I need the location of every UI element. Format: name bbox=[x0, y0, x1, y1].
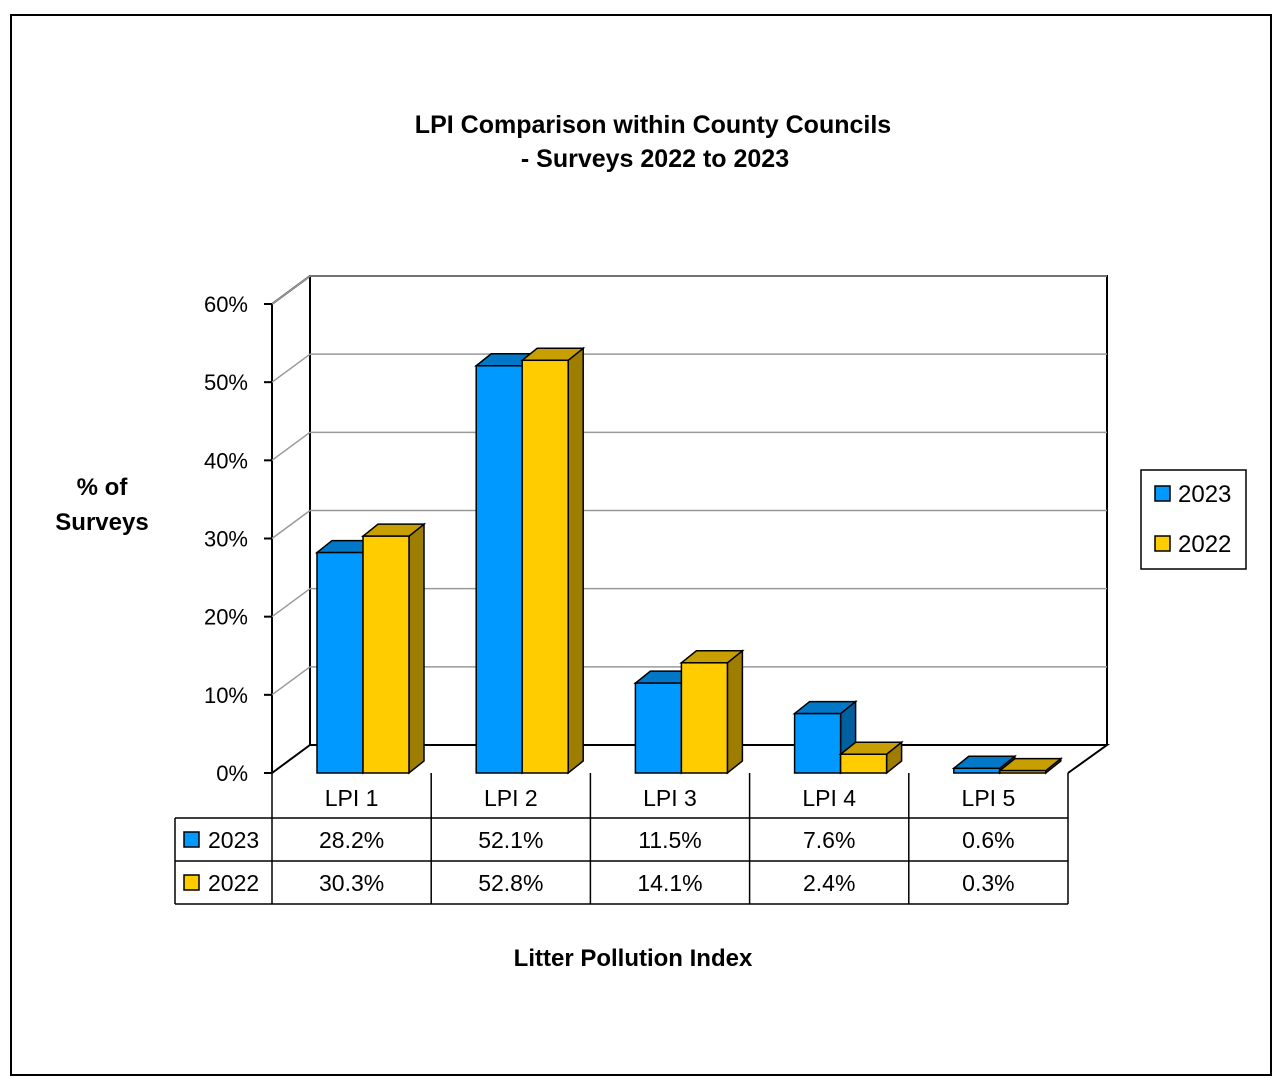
table-series-swatch bbox=[183, 831, 200, 848]
table-value-cell: 52.8% bbox=[478, 870, 543, 896]
y-tick-label: 0% bbox=[216, 761, 248, 786]
table-value-cell: 28.2% bbox=[319, 827, 384, 853]
y-tick-labels: 0% 10% 20% 30% 40% 50% 60% bbox=[204, 292, 272, 786]
table-value-cell: 7.6% bbox=[803, 827, 855, 853]
legend-label: 2023 bbox=[1178, 481, 1231, 508]
chart-frame: 0% 10% 20% 30% 40% 50% 60% LPI 1 LPI 2 LPI 3 LPI … bbox=[10, 14, 1272, 1076]
bar-front bbox=[475, 365, 523, 774]
chart-title-line-2: - Surveys 2022 to 2023 bbox=[521, 145, 789, 173]
y-tick-label: 60% bbox=[204, 292, 248, 317]
bar bbox=[792, 700, 858, 775]
table-value-cell: 0.3% bbox=[962, 870, 1014, 896]
gridline-side bbox=[271, 275, 311, 305]
data-table: LPI 1 LPI 2 LPI 3 LPI 4 LPI 5 2023 28.2% 52.1% 1… bbox=[174, 773, 1069, 905]
y-tick-label: 30% bbox=[204, 527, 248, 552]
y-tick-label: 20% bbox=[204, 605, 248, 630]
bar-side bbox=[567, 346, 584, 775]
table-value-cell: 2.4% bbox=[803, 870, 855, 896]
table-value-cell: 11.5% bbox=[638, 827, 702, 853]
bar-side bbox=[408, 522, 425, 775]
legend-swatch bbox=[1154, 535, 1171, 552]
table-value-cell: 52.1% bbox=[478, 827, 543, 853]
bar-front bbox=[953, 767, 1001, 774]
bars bbox=[314, 346, 1063, 775]
bar bbox=[997, 757, 1063, 775]
table-category-label: LPI 4 bbox=[802, 785, 856, 811]
chart: 0%10%20%30%40%50%60% LPI 1 LPI 2 LPI 3 LPI … bbox=[55, 111, 1247, 972]
table-value-cell: 30.3% bbox=[319, 870, 384, 896]
chart-title-line-1: LPI Comparison within County Councils bbox=[415, 111, 891, 139]
bar bbox=[360, 522, 427, 775]
gridline-side bbox=[271, 431, 311, 461]
y-axis-label-line-2: Surveys bbox=[55, 509, 148, 536]
bar-front bbox=[362, 535, 410, 774]
table-value-cell: 0.6% bbox=[962, 827, 1014, 853]
table-series-name: 2022 bbox=[208, 870, 259, 896]
legend-swatch bbox=[1154, 485, 1171, 502]
x-axis-label: Litter Pollution Index bbox=[514, 945, 753, 972]
y-tick-label: 40% bbox=[204, 448, 248, 473]
bar-front bbox=[316, 551, 364, 774]
legend-label: 2022 bbox=[1178, 531, 1231, 558]
gridline-side bbox=[271, 666, 311, 696]
table-category-label: LPI 1 bbox=[325, 785, 379, 811]
bar-side bbox=[726, 649, 744, 775]
gridline-side bbox=[271, 509, 311, 540]
bar-front bbox=[521, 359, 569, 774]
bar bbox=[520, 346, 586, 775]
bar bbox=[838, 740, 904, 775]
bar-front bbox=[793, 712, 842, 774]
legend: 2023 2022 bbox=[1140, 469, 1247, 570]
bar-front bbox=[999, 769, 1047, 774]
bar-front bbox=[680, 662, 729, 774]
y-tick-label: 10% bbox=[204, 683, 248, 708]
table-category-label: LPI 2 bbox=[484, 785, 538, 811]
bar-front bbox=[634, 682, 683, 774]
table-category-label: LPI 5 bbox=[962, 785, 1016, 811]
table-value-cell: 14.1% bbox=[637, 870, 702, 896]
gridline-side bbox=[271, 353, 311, 383]
table-series-name: 2023 bbox=[208, 827, 259, 853]
y-axis-label-line-1: % of bbox=[77, 474, 129, 501]
table-series-swatch bbox=[183, 874, 200, 891]
bar-front bbox=[839, 753, 888, 774]
y-tick-label: 50% bbox=[204, 370, 248, 395]
gridline-side bbox=[271, 588, 311, 618]
bar bbox=[679, 649, 745, 775]
table-category-label: LPI 3 bbox=[643, 785, 697, 811]
